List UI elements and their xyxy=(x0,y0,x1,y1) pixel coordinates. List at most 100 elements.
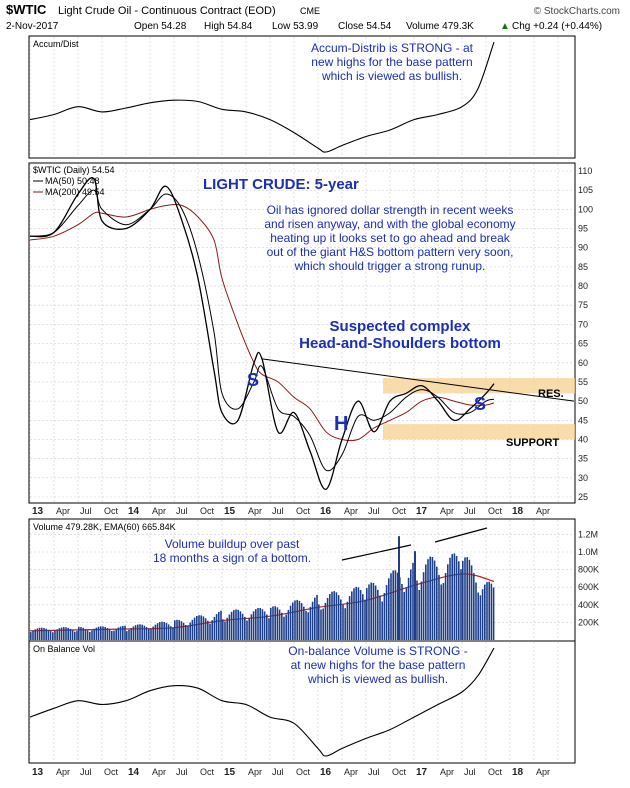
volume-tick-label: 800K xyxy=(578,565,599,575)
volume-bar xyxy=(348,596,351,640)
volume-bar xyxy=(91,630,93,640)
volume-tick-label: 1.2M xyxy=(578,529,598,539)
price-tick-label: 80 xyxy=(578,281,588,291)
volume-bar xyxy=(488,581,490,640)
ma200-line xyxy=(29,204,495,442)
x-tick-label: Apr xyxy=(440,767,454,777)
header-low: Low 53.99 xyxy=(272,21,319,32)
volume-bar xyxy=(464,557,466,640)
volume-bar xyxy=(38,627,41,640)
volume-bar xyxy=(322,608,324,640)
volume-bar xyxy=(43,628,45,640)
volume-bar xyxy=(418,590,420,640)
accum-annotation-line: Accum-Distrib is STRONG - at xyxy=(311,41,474,55)
volume-bar xyxy=(268,618,270,640)
volume-bar xyxy=(134,625,137,640)
volume-bar xyxy=(458,561,460,640)
volume-bar xyxy=(65,627,67,640)
volume-bar xyxy=(278,609,281,640)
volume-bar xyxy=(187,625,189,640)
x-tick-label: Apr xyxy=(440,506,454,516)
volume-bar xyxy=(390,573,392,640)
volume-bar xyxy=(333,591,335,640)
price-panel-frame xyxy=(28,162,576,504)
volume-bar xyxy=(309,606,312,640)
accum-label: Accum/Dist xyxy=(33,39,79,49)
volume-bar xyxy=(362,594,364,640)
volume-bar xyxy=(266,614,268,640)
resistance-label: RES. xyxy=(538,388,564,400)
volume-bar xyxy=(331,591,333,640)
volume-bar xyxy=(67,627,69,640)
accum-panel-frame xyxy=(28,35,576,159)
volume-bar xyxy=(468,559,471,640)
head-marker: H xyxy=(334,413,348,435)
x-tick-label: Jul xyxy=(176,767,188,777)
volume-bar xyxy=(405,587,408,640)
volume-bar xyxy=(442,583,445,640)
volume-tick-label: 200K xyxy=(578,617,599,627)
volume-bar xyxy=(490,583,493,640)
volume-bar xyxy=(248,618,250,640)
volume-bar xyxy=(165,622,168,640)
price-tick-label: 60 xyxy=(578,358,588,368)
volume-bar xyxy=(49,631,52,640)
volume-trend-line xyxy=(341,544,412,561)
volume-bar xyxy=(111,630,113,640)
volume-bar xyxy=(359,590,362,640)
volume-bar xyxy=(429,556,431,640)
volume-tick-label: 600K xyxy=(578,582,599,592)
x-tick-label: 18 xyxy=(512,767,524,778)
volume-bar xyxy=(143,625,146,640)
header-exchange: CME xyxy=(300,6,320,16)
volume-bar xyxy=(230,611,233,640)
volume-bar xyxy=(422,572,425,640)
volume-bar xyxy=(337,595,340,640)
volume-bar xyxy=(462,560,464,640)
x-tick-label: 17 xyxy=(416,767,428,778)
volume-bar xyxy=(95,627,98,640)
price-tick-label: 55 xyxy=(578,377,588,387)
price-tick-label: 70 xyxy=(578,319,588,329)
x-tick-label: Oct xyxy=(488,767,503,777)
volume-bar xyxy=(180,621,183,640)
volume-bar xyxy=(370,582,372,640)
price-tick-label: 85 xyxy=(578,262,588,272)
volume-bar xyxy=(213,616,216,640)
volume-bar xyxy=(86,630,89,640)
volume-bar xyxy=(316,594,318,640)
volume-bar xyxy=(176,619,178,640)
volume-bar xyxy=(202,616,205,640)
volume-bar xyxy=(113,630,115,640)
x-tick-label: Apr xyxy=(152,506,166,516)
volume-bar xyxy=(152,626,154,640)
obv-annotation-line: which is viewed as bullish. xyxy=(307,672,448,686)
volume-bar xyxy=(470,565,473,640)
obv-line xyxy=(29,647,495,757)
volume-bar xyxy=(76,631,78,640)
volume-bar xyxy=(41,627,43,640)
volume-bar xyxy=(388,578,390,640)
header-close: Close 54.54 xyxy=(338,21,392,32)
volume-bar xyxy=(261,609,264,640)
commentary-line: which should trigger a strong runup. xyxy=(294,259,486,273)
x-tick-label: Apr xyxy=(248,767,262,777)
price-tick-label: 65 xyxy=(578,339,588,349)
support-band xyxy=(383,424,575,440)
volume-bar xyxy=(220,610,222,640)
volume-bar xyxy=(355,586,357,640)
volume-bar xyxy=(451,554,453,640)
volume-bar xyxy=(63,627,65,640)
volume-bar xyxy=(473,573,475,640)
x-tick-label: 14 xyxy=(128,767,140,778)
x-tick-label: Oct xyxy=(200,506,215,516)
x-tick-label: Apr xyxy=(248,506,262,516)
volume-bar xyxy=(47,629,50,640)
volume-bar xyxy=(215,614,218,640)
change-arrow: ▲ xyxy=(500,21,510,32)
volume-bar xyxy=(128,629,130,640)
x-tick-label: Jul xyxy=(80,767,92,777)
volume-bar xyxy=(372,583,375,640)
volume-bar xyxy=(255,609,257,640)
header-name: Light Crude Oil - Continuous Contract (E… xyxy=(58,5,276,17)
